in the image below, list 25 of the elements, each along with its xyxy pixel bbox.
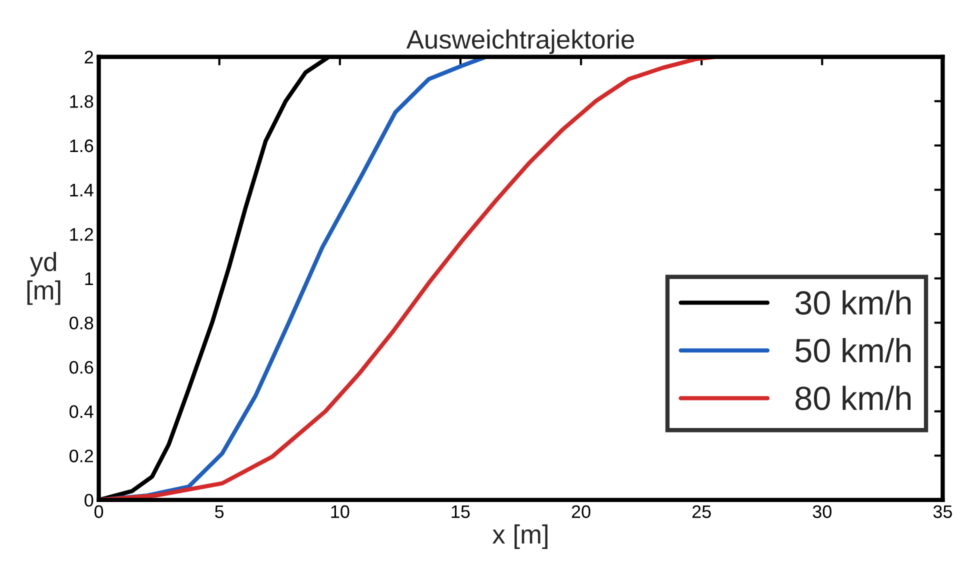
y-axis-title: yd [m] xyxy=(27,252,60,305)
chart-title: Ausweichtrajektorie xyxy=(406,29,634,54)
y-tick-label: 0.6 xyxy=(70,360,94,374)
y-tick-label: 1.4 xyxy=(70,184,94,196)
y-tick-label: 1 xyxy=(85,272,94,285)
legend-label: 30 km/h xyxy=(795,290,911,315)
x-tick-label: 10 xyxy=(331,505,350,518)
x-tick-label: 35 xyxy=(933,505,952,518)
y-tick-label: 0 xyxy=(84,494,94,507)
y-tick-label: 0.4 xyxy=(70,405,94,418)
x-axis-title: x [m] xyxy=(492,524,548,550)
y-tick-label: 1.2 xyxy=(70,228,94,241)
y-tick-label: 0.8 xyxy=(70,316,94,330)
y-tick-label: 1.8 xyxy=(70,95,94,108)
legend-label: 80 km/h xyxy=(796,386,911,410)
x-tick-label: 5 xyxy=(215,505,224,518)
x-tick-label: 15 xyxy=(452,505,470,518)
legend-label: 50 km/h xyxy=(795,338,911,362)
y-tick-label: 1.6 xyxy=(70,139,94,152)
x-tick-label: 0 xyxy=(94,505,104,518)
y-tick-label: 0.2 xyxy=(70,450,94,462)
x-tick-label: 30 xyxy=(812,505,832,518)
x-tick-label: 25 xyxy=(692,505,711,518)
x-tick-label: 20 xyxy=(572,505,590,518)
y-tick-label: 2 xyxy=(84,50,94,64)
